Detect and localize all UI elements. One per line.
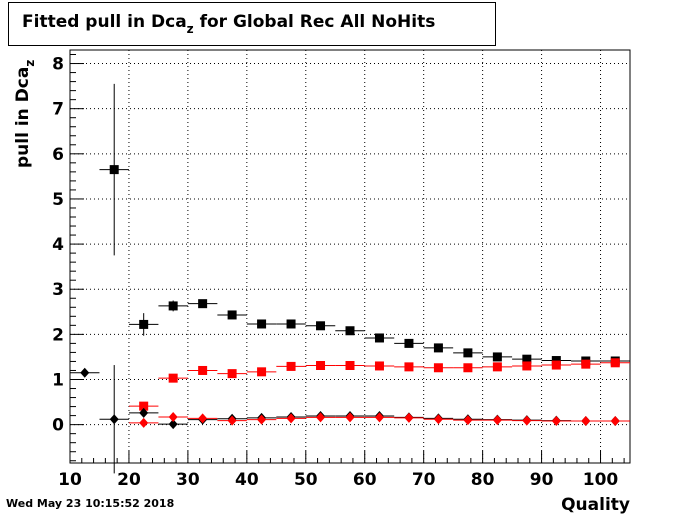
plot-frame bbox=[69, 49, 631, 464]
data-point-square bbox=[109, 165, 119, 175]
x-tick-label: 90 bbox=[530, 470, 554, 490]
data-point-square bbox=[286, 361, 296, 371]
data-point-square bbox=[404, 362, 414, 372]
data-point-square bbox=[257, 367, 267, 377]
data-point-square bbox=[345, 361, 355, 371]
data-point-diamond bbox=[463, 415, 473, 426]
data-point-diamond bbox=[168, 411, 178, 422]
data-point-square bbox=[316, 321, 326, 331]
x-tick-label: 70 bbox=[412, 470, 436, 490]
data-point-diamond bbox=[286, 413, 296, 424]
x-tick-label: 10 bbox=[58, 470, 82, 490]
data-point-diamond bbox=[227, 415, 237, 426]
timestamp: Wed May 23 10:15:52 2018 bbox=[6, 497, 175, 510]
data-point-square bbox=[492, 362, 502, 372]
x-tick-label: 30 bbox=[176, 470, 200, 490]
data-point-square bbox=[404, 338, 414, 348]
y-tick-label: 2 bbox=[52, 325, 64, 345]
data-point-square bbox=[168, 301, 178, 311]
data-point-square bbox=[227, 310, 237, 320]
x-tick-label: 60 bbox=[353, 470, 377, 490]
data-point-square bbox=[610, 358, 620, 368]
data-point-diamond bbox=[139, 407, 149, 418]
axis-ticks bbox=[69, 54, 625, 463]
data-point-square bbox=[433, 343, 443, 353]
data-point-diamond bbox=[522, 415, 532, 426]
y-tick-label: 1 bbox=[52, 370, 64, 390]
chart-title-suffix: for Global Rec All NoHits bbox=[193, 12, 436, 32]
data-point-diamond bbox=[374, 412, 384, 423]
title-box: Fitted pull in Dcaz for Global Rec All N… bbox=[8, 2, 496, 46]
data-point-square bbox=[345, 326, 355, 336]
data-point-diamond bbox=[404, 412, 414, 423]
data-point-diamond bbox=[492, 415, 502, 426]
data-point-square bbox=[463, 348, 473, 358]
data-point-diamond bbox=[610, 416, 620, 427]
x-axis-label: Quality bbox=[561, 495, 630, 514]
data-point-diamond bbox=[257, 414, 267, 425]
y-tick-label: 6 bbox=[52, 145, 64, 165]
data-point-diamond bbox=[433, 414, 443, 425]
x-tick-label: 80 bbox=[471, 470, 495, 490]
x-tick-label: 40 bbox=[235, 470, 259, 490]
chart-title-main: Fitted pull in Dca bbox=[22, 12, 187, 32]
y-axis-label-main: pull in Dca bbox=[13, 67, 33, 168]
data-point-square bbox=[286, 319, 296, 329]
data-point-square bbox=[257, 319, 267, 329]
y-axis-label-sub: z bbox=[23, 60, 37, 67]
data-point-diamond bbox=[581, 416, 591, 427]
data-point-square bbox=[227, 369, 237, 379]
data-point-square bbox=[374, 333, 384, 343]
data-point-square bbox=[316, 361, 326, 371]
data-point-diamond bbox=[109, 414, 119, 425]
data-point-diamond bbox=[198, 413, 208, 424]
data-point-square bbox=[581, 359, 591, 369]
data-point-diamond bbox=[139, 417, 149, 428]
y-axis-label: pull in Dcaz bbox=[13, 60, 37, 168]
data-point-square bbox=[551, 360, 561, 370]
data-point-square bbox=[522, 361, 532, 371]
chart-title-sub: z bbox=[186, 22, 194, 36]
axis-tick-labels: 10 20 30 40 50 60 70 80 90 100 0 1 2 3 4 5 6 7 8 bbox=[52, 55, 618, 490]
data-point-square bbox=[433, 363, 443, 373]
data-point-diamond bbox=[80, 367, 90, 378]
y-tick-label: 5 bbox=[52, 190, 64, 210]
chart-title: Fitted pull in Dcaz for Global Rec All N… bbox=[22, 12, 436, 36]
data-series bbox=[70, 83, 630, 474]
y-tick-label: 8 bbox=[52, 55, 64, 75]
x-tick-label: 50 bbox=[294, 470, 318, 490]
data-point-diamond bbox=[168, 419, 178, 430]
data-point-square bbox=[139, 401, 149, 411]
y-tick-label: 7 bbox=[52, 100, 64, 120]
data-point-square bbox=[522, 354, 532, 364]
data-point-square bbox=[198, 365, 208, 375]
data-point-diamond bbox=[345, 412, 355, 423]
data-point-square bbox=[139, 319, 149, 329]
data-point-square bbox=[492, 352, 502, 362]
x-tick-label: 20 bbox=[117, 470, 141, 490]
y-tick-label: 0 bbox=[52, 416, 64, 436]
data-point-square bbox=[374, 361, 384, 371]
grid-lines bbox=[70, 50, 630, 463]
y-tick-label: 3 bbox=[52, 280, 64, 300]
series-4 bbox=[128, 411, 630, 428]
data-point-diamond bbox=[316, 412, 326, 423]
data-point-square bbox=[168, 373, 178, 383]
x-tick-label: 100 bbox=[583, 470, 619, 490]
data-point-square bbox=[551, 356, 561, 366]
data-point-square bbox=[198, 299, 208, 309]
data-point-square bbox=[463, 363, 473, 373]
series-2 bbox=[128, 358, 630, 411]
y-tick-label: 4 bbox=[52, 235, 64, 255]
data-point-diamond bbox=[551, 416, 561, 427]
